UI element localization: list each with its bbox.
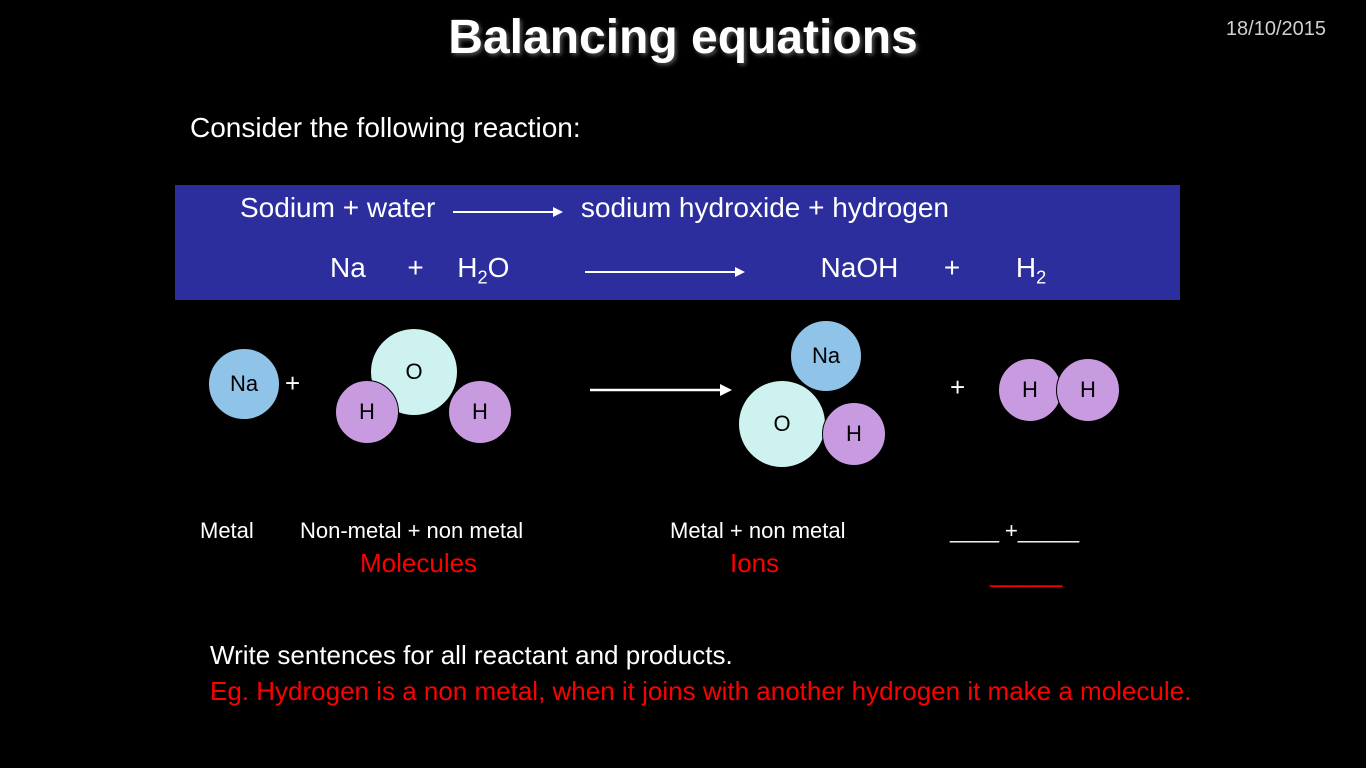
plus-icon: +: [285, 368, 300, 399]
label-metal-nonmetal: Metal + non metal: [670, 518, 845, 544]
plus-icon: +: [950, 372, 965, 403]
arrow-icon: [453, 194, 563, 226]
date: 18/10/2015: [1226, 18, 1326, 41]
atom-h: H: [822, 402, 886, 466]
sym-h2o: H2O: [457, 252, 517, 283]
label-metal: Metal: [200, 518, 254, 544]
arrow-icon: [585, 254, 745, 286]
atom-h: H: [335, 380, 399, 444]
atom-h: H: [998, 358, 1062, 422]
atom-na: Na: [208, 348, 280, 420]
atom-o: O: [738, 380, 826, 468]
label-blank-pair: ____ +_____: [950, 518, 1079, 544]
sym-h2: H2: [1016, 252, 1046, 283]
label-molecules: Molecules: [360, 548, 477, 579]
sym-plus2: +: [944, 252, 960, 283]
word-eq-right: sodium hydroxide + hydrogen: [581, 192, 949, 223]
label-ions: Ions: [730, 548, 779, 579]
sym-h2o-2: 2: [478, 268, 488, 288]
atom-na: Na: [790, 320, 862, 392]
sym-h2o-h: H: [457, 252, 477, 283]
subtitle: Consider the following reaction:: [190, 112, 581, 144]
page-title: Balancing equations: [448, 10, 917, 65]
symbol-equation: Na + H2O NaOH + H2: [0, 252, 1366, 289]
sym-h2o-o: O: [488, 252, 510, 283]
word-equation: Sodium + water sodium hydroxide + hydrog…: [0, 192, 1366, 226]
sym-h2-h: H: [1016, 252, 1036, 283]
word-eq-left: Sodium + water: [240, 192, 435, 223]
instruction-line-2: Eg. Hydrogen is a non metal, when it joi…: [210, 676, 1210, 707]
sym-h2-2: 2: [1036, 268, 1046, 288]
sym-na: Na: [330, 252, 366, 283]
arrow-icon: [590, 382, 732, 403]
instruction-line-1: Write sentences for all reactant and pro…: [210, 640, 1210, 671]
atom-h: H: [1056, 358, 1120, 422]
atom-h: H: [448, 380, 512, 444]
label-nonmetal-pair: Non-metal + non metal: [300, 518, 523, 544]
molecule-diagram: Na+OHHONaH+HH: [190, 310, 1190, 480]
sym-naoh: NaOH: [821, 252, 899, 283]
sym-plus1: +: [407, 252, 423, 283]
label-blank-answer: _____: [990, 558, 1062, 589]
